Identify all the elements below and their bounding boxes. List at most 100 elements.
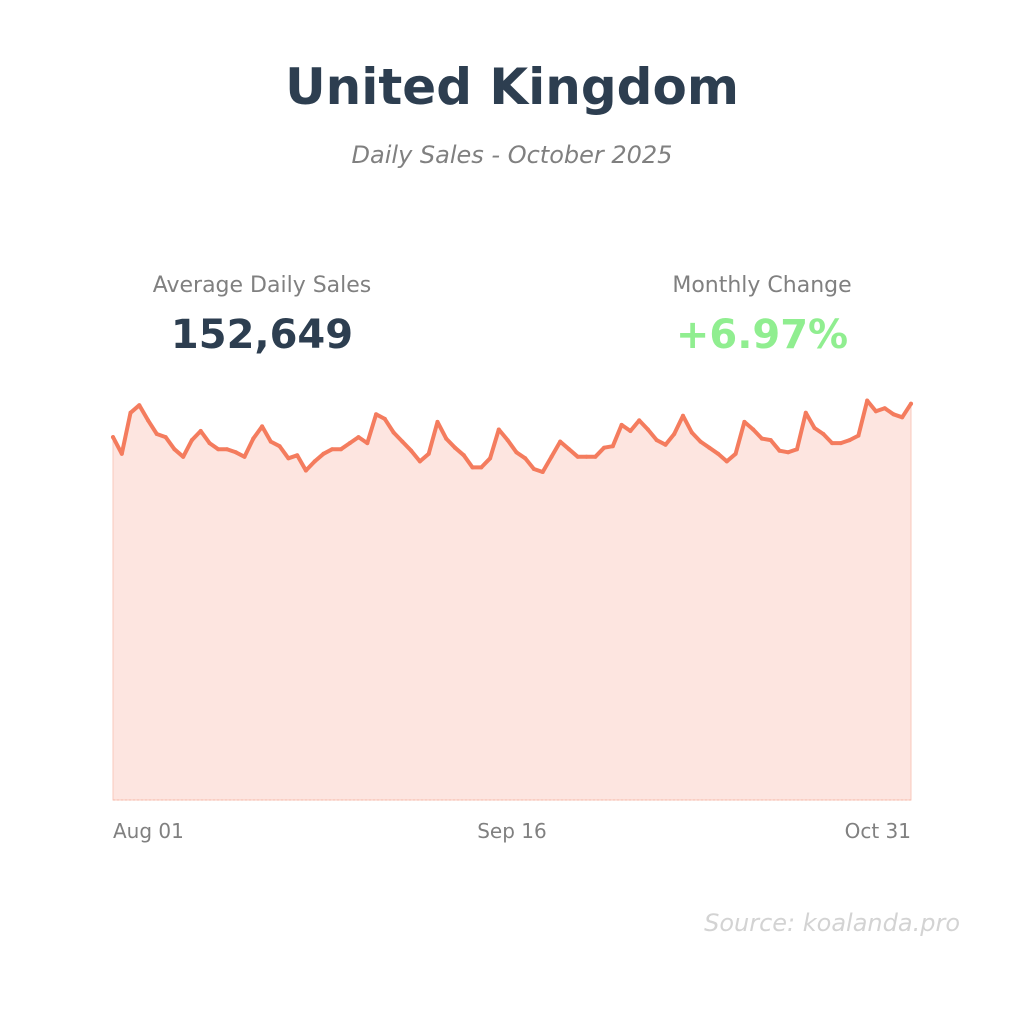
- data-point: [567, 447, 571, 452]
- data-point: [795, 447, 799, 452]
- data-point: [417, 459, 422, 464]
- data-point: [172, 447, 177, 452]
- data-point: [716, 451, 721, 456]
- data-point: [759, 436, 764, 441]
- data-point: [225, 447, 229, 452]
- average-sales-value: 152,649: [170, 312, 354, 358]
- data-point: [268, 439, 273, 444]
- data-point: [488, 456, 493, 461]
- data-point: [672, 432, 677, 436]
- data-point: [505, 438, 510, 443]
- sales-series-line: [111, 398, 913, 474]
- data-point: [382, 416, 387, 421]
- data-point: [391, 430, 396, 435]
- data-point: [242, 454, 247, 459]
- data-point: [856, 433, 861, 438]
- data-point: [128, 410, 133, 415]
- data-point: [628, 429, 633, 433]
- data-point: [900, 415, 905, 420]
- data-point: [610, 444, 615, 449]
- data-point: [742, 419, 747, 424]
- data-point: [523, 456, 528, 461]
- data-point: [663, 442, 668, 447]
- data-point: [312, 459, 317, 464]
- data-point: [207, 441, 212, 446]
- data-point: [891, 412, 896, 417]
- data-point: [909, 401, 913, 406]
- data-point: [470, 465, 475, 470]
- data-point: [540, 470, 545, 474]
- average-sales-stat: Average Daily Sales 152,649: [82, 272, 442, 358]
- data-point: [365, 441, 370, 446]
- data-point: [821, 432, 826, 436]
- data-point: [733, 451, 738, 456]
- data-point: [847, 438, 852, 443]
- data-point: [707, 445, 712, 450]
- data-point: [838, 441, 843, 446]
- data-point: [181, 454, 186, 459]
- data-point: [496, 427, 501, 432]
- data-point: [865, 398, 870, 403]
- data-point: [584, 454, 589, 459]
- data-point: [216, 447, 221, 452]
- data-point: [873, 409, 878, 414]
- data-point: [698, 439, 703, 444]
- data-point: [146, 418, 151, 423]
- data-point: [233, 450, 238, 455]
- data-point: [321, 451, 326, 456]
- data-point: [137, 403, 142, 408]
- data-points: [111, 398, 913, 474]
- data-point: [374, 412, 379, 417]
- data-point: [602, 445, 607, 450]
- data-point: [295, 453, 300, 458]
- data-point: [645, 427, 650, 432]
- data-point: [830, 441, 835, 446]
- x-tick-label-end: Oct 31: [845, 819, 911, 843]
- data-point: [575, 454, 580, 459]
- data-point: [531, 467, 536, 471]
- data-point: [198, 429, 203, 433]
- data-point: [189, 438, 194, 443]
- average-sales-label: Average Daily Sales: [152, 273, 372, 298]
- data-point: [409, 448, 414, 453]
- monthly-change-value: +6.97%: [675, 312, 849, 358]
- data-point: [689, 430, 694, 435]
- data-point: [339, 447, 343, 452]
- data-point: [111, 435, 115, 440]
- data-point: [453, 445, 457, 450]
- data-point: [426, 451, 431, 456]
- page-title: United Kingdom: [285, 58, 739, 116]
- data-point: [461, 453, 466, 458]
- data-point: [724, 459, 729, 464]
- data-point: [163, 435, 168, 440]
- source-note: Source: koalanda.pro: [704, 909, 960, 937]
- data-point: [558, 439, 563, 444]
- data-point: [637, 418, 642, 423]
- data-point: [356, 435, 361, 440]
- data-point: [119, 451, 124, 456]
- data-point: [751, 427, 756, 432]
- data-point: [619, 422, 624, 427]
- data-point: [347, 441, 352, 446]
- data-point: [444, 436, 449, 441]
- data-point: [435, 419, 440, 424]
- x-tick-label-start: Aug 01: [113, 819, 184, 843]
- monthly-change-label: Monthly Change: [672, 273, 852, 298]
- data-point: [549, 454, 554, 459]
- data-point: [400, 439, 405, 444]
- data-point: [286, 456, 291, 461]
- data-point: [803, 410, 808, 415]
- data-point: [479, 465, 484, 470]
- data-point: [593, 454, 598, 459]
- data-point: [812, 426, 817, 430]
- data-point: [768, 438, 773, 443]
- data-point: [260, 424, 265, 429]
- page-subtitle: Daily Sales - October 2025: [351, 141, 673, 169]
- data-point: [514, 450, 519, 455]
- data-point: [654, 438, 659, 443]
- data-point: [777, 448, 782, 453]
- data-point: [330, 447, 335, 452]
- data-point: [154, 432, 159, 436]
